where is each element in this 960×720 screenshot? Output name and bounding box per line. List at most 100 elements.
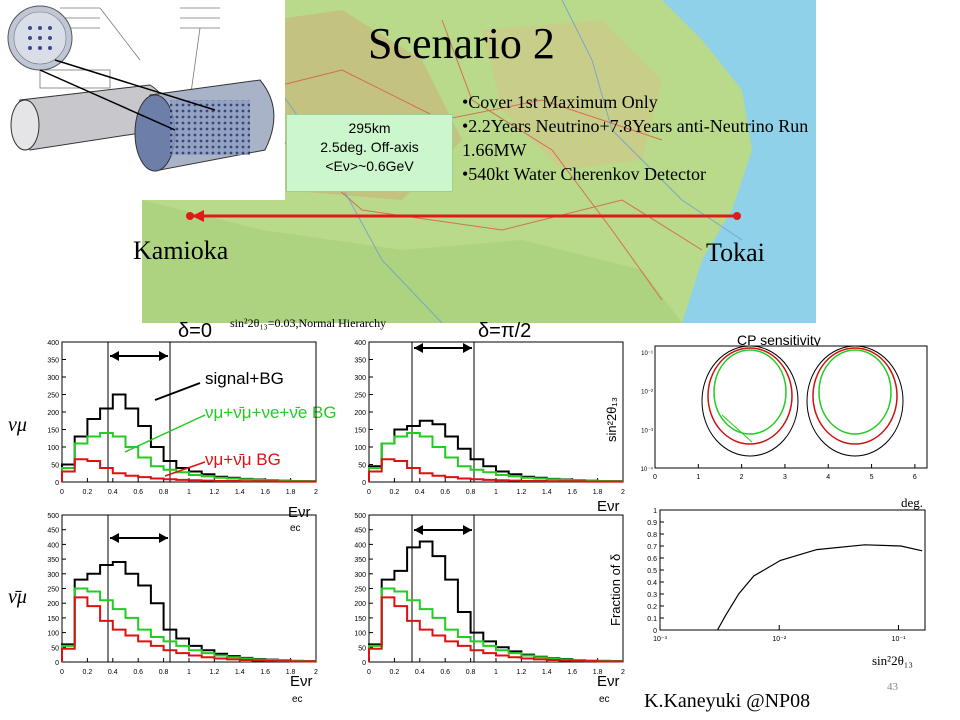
x-tick-label: 0.6 [440,669,450,676]
y-tick-label: 0.3 [647,592,657,599]
bullet-item: •2.2Years Neutrino+7.8Years anti-Neutrin… [462,116,809,136]
arrow-head [110,533,119,543]
legend-pointer [164,461,206,477]
y-tick-label: 250 [47,393,59,400]
delta-pi2-label: δ=π/2 [478,320,532,342]
bullet-list: •Cover 1st Maximum Only •2.2Years Neutri… [462,90,960,186]
y-tick-label: 450 [354,528,366,535]
info-line: 295km [348,120,391,136]
contour-green [818,349,892,435]
y-tick-label: 0.5 [647,568,657,575]
erec-label: Eνr [597,498,620,515]
y-tick-label: 10⁻² [641,390,653,396]
histogram-numu-bg [368,458,623,483]
y-tick-label: 300 [47,375,59,382]
erec-label: Eνr [290,673,313,690]
sin-axis-label: sin²2θ₁₃ [872,653,913,668]
x-tick-label: 4 [826,474,830,481]
contour-red [812,347,898,445]
y-tick-label: 200 [354,410,366,417]
x-tick-label: 0.8 [466,489,476,496]
y-tick-label: 400 [354,340,366,347]
arrow-head [414,525,423,535]
y-tick-label: 10⁻³ [641,428,653,434]
x-tick-label: 2 [314,489,318,496]
arrow-head [110,351,119,361]
y-tick-label: 0 [55,660,59,667]
y-tick-label: 400 [47,542,59,549]
y-tick-label: 100 [354,445,366,452]
y-tick-label: 0 [362,480,366,487]
nubar-row-label: ν̄μ [8,586,27,608]
bullet-item: •540kt Water Cherenkov Detector [462,164,706,184]
y-tick-label: 450 [47,528,59,535]
signal-bg-legend: signal+BG [205,369,284,388]
contour-red [707,347,793,445]
x-tick-label: 1 [494,669,498,676]
y-tick-label: 0 [653,628,657,635]
arrow-head [463,343,472,353]
y-tick-label: 200 [354,601,366,608]
y-tick-label: 100 [354,631,366,638]
histogram-numu-bg [61,596,316,663]
x-tick-label: 0.6 [133,669,143,676]
cp-title: CP sensitivity [737,332,821,348]
histogram-nc-bg [368,587,623,663]
y-tick-label: 200 [47,410,59,417]
x-tick-label: 2 [621,489,625,496]
x-tick-label: 1 [494,489,498,496]
y-tick-label: 50 [51,645,59,652]
erec-label: Eνr [597,673,620,690]
histogram-numu-bg [368,596,623,663]
y-tick-label: 250 [354,587,366,594]
x-tick-label: 1.6 [260,489,270,496]
y-tick-label: 350 [47,557,59,564]
y-tick-label: 150 [354,428,366,435]
y-tick-label: 300 [47,572,59,579]
y-tick-label: 0.1 [647,616,657,623]
x-tick-label: 2 [314,669,318,676]
x-tick-label: 0.2 [390,669,400,676]
erec-sub: ec [599,694,610,705]
x-tick-label: 0.6 [133,489,143,496]
x-tick-label: 10⁻² [772,636,786,643]
y-tick-label: 250 [354,393,366,400]
x-tick-label: 1.6 [260,669,270,676]
x-tick-label: 0 [60,669,64,676]
param-label: sin²2θ₁₃=0.03,Normal Hierarchy [230,316,387,330]
x-tick-label: 1.2 [517,489,527,496]
erec-sub: ec [290,523,301,534]
contour-outer [806,345,904,457]
x-tick-label: 0.8 [466,669,476,676]
x-tick-label: 10⁻³ [653,636,667,643]
city-kamioka: Kamioka [133,236,229,265]
nc-bg-legend: νμ+ν̄μ+νe+ν̄e BG [205,403,337,422]
baseline-info-box: 295km 2.5deg. Off-axis <Eν>~0.6GeV [286,114,453,192]
kamioka-marker [186,212,194,220]
x-tick-label: 2 [740,474,744,481]
slide-title: Scenario 2 [368,19,555,68]
erec-sub: ec [292,694,303,705]
contour-outer [701,345,799,457]
bullet-item: •Cover 1st Maximum Only [462,92,658,112]
y-tick-label: 0.7 [647,544,657,551]
page-number: 43 [887,681,898,693]
legend-pointer [124,414,206,453]
histogram-nc-bg [368,432,623,483]
x-tick-label: 0.8 [159,669,169,676]
y-tick-label: 50 [51,463,59,470]
x-tick-label: 1.4 [542,669,552,676]
y-tick-label: 500 [354,513,366,520]
y-tick-label: 0 [362,660,366,667]
x-tick-label: 6 [913,474,917,481]
arrow-head [463,525,472,535]
y-tick-label: 0.4 [647,580,657,587]
credit-text: K.Kaneyuki @NP08 [644,690,811,712]
x-tick-label: 0 [367,669,371,676]
fraction-curve [716,544,923,631]
x-tick-label: 1.8 [593,669,603,676]
x-tick-label: 1 [696,474,700,481]
plot-frame [368,514,624,663]
y-tick-label: 1 [653,508,657,515]
y-tick-label: 400 [47,340,59,347]
